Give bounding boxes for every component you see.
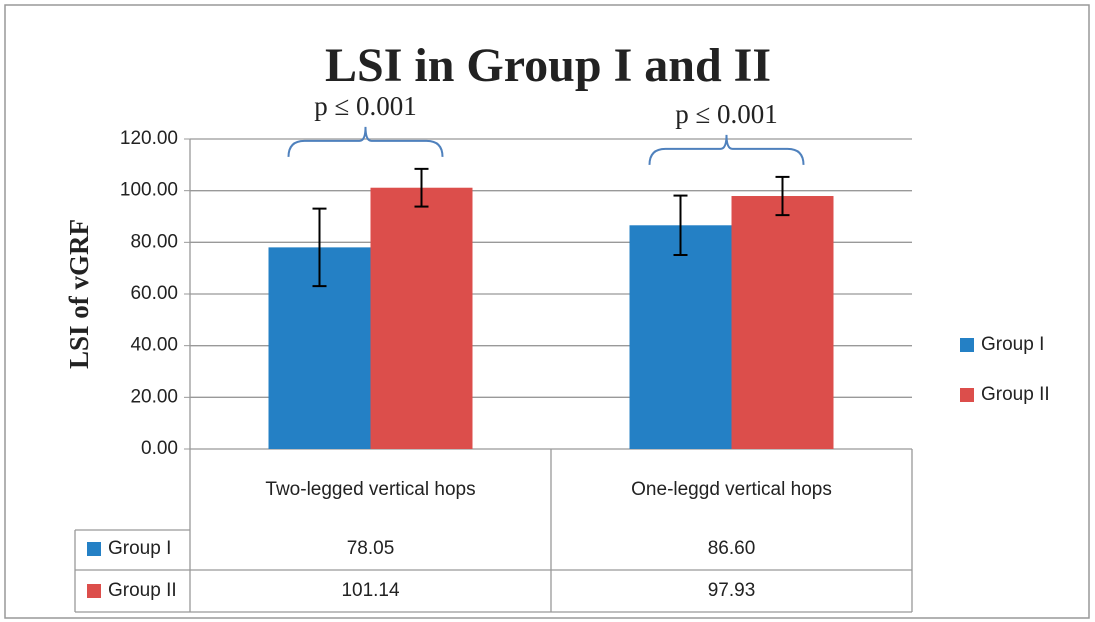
annotation: p ≤ 0.001 [314,91,417,121]
y-axis-label: LSI of vGRF [64,219,94,369]
legend-key [960,338,974,352]
table-value: 101.14 [341,580,400,601]
y-tick-label: 20.00 [130,386,178,407]
bar [731,196,834,449]
table-row-label: Group II [108,580,177,601]
x-tick-label: Two-legged vertical hops [265,479,475,500]
legend-key [960,388,974,402]
table-value: 97.93 [708,580,756,601]
bar [629,225,732,449]
table-legend-key [87,542,101,556]
table-value: 86.60 [708,538,756,559]
y-tick-label: 80.00 [130,231,178,252]
table-value: 78.05 [347,538,395,559]
legend-label: Group II [981,384,1050,405]
x-tick-label: One-leggd vertical hops [631,479,832,500]
y-tick-label: 100.00 [120,180,178,201]
bar [370,187,473,449]
table-legend-key [87,584,101,598]
legend-label: Group I [981,334,1044,355]
y-tick-label: 60.00 [130,283,178,304]
chart-frame [4,4,1090,619]
y-tick-label: 40.00 [130,335,178,356]
y-tick-label: 0.00 [141,438,178,459]
chart-title: LSI in Group I and II [325,39,771,92]
brace [648,134,805,165]
y-tick-label: 120.00 [120,128,178,149]
annotation: p ≤ 0.001 [675,99,778,129]
table-row-label: Group I [108,538,171,559]
